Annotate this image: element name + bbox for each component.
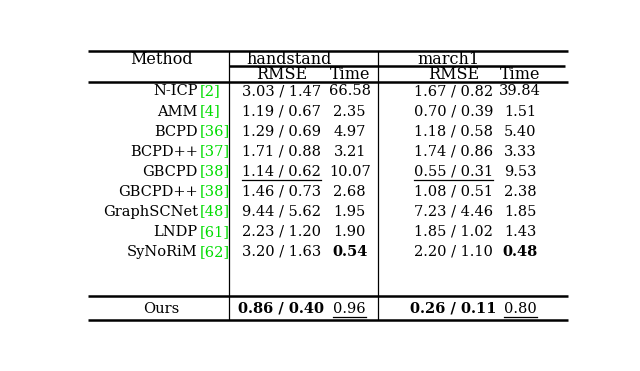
Text: AMM: AMM <box>157 105 198 118</box>
Text: Ours: Ours <box>143 302 179 316</box>
Text: 1.85: 1.85 <box>504 205 536 219</box>
Text: 2.68: 2.68 <box>333 185 366 198</box>
Text: 0.80: 0.80 <box>504 302 536 316</box>
Text: [37]: [37] <box>200 145 230 158</box>
Text: 66.58: 66.58 <box>329 85 371 98</box>
Text: 1.46 / 0.73: 1.46 / 0.73 <box>242 185 321 198</box>
Text: 1.51: 1.51 <box>504 105 536 118</box>
Text: march1: march1 <box>418 51 480 68</box>
Text: 3.33: 3.33 <box>504 145 536 158</box>
Text: 0.70 / 0.39: 0.70 / 0.39 <box>414 105 493 118</box>
Text: 9.53: 9.53 <box>504 165 536 178</box>
Text: SyNoRiM: SyNoRiM <box>127 244 198 259</box>
Text: BCPD: BCPD <box>154 125 198 138</box>
Text: 39.84: 39.84 <box>499 85 541 98</box>
Text: 9.44 / 5.62: 9.44 / 5.62 <box>242 205 321 219</box>
Text: 1.71 / 0.88: 1.71 / 0.88 <box>242 145 321 158</box>
Text: [61]: [61] <box>200 224 230 239</box>
Text: RMSE: RMSE <box>256 66 307 83</box>
Text: 1.95: 1.95 <box>333 205 366 219</box>
Text: 10.07: 10.07 <box>329 165 371 178</box>
Text: BCPD++: BCPD++ <box>130 145 198 158</box>
Text: Time: Time <box>330 66 370 83</box>
Text: [4]: [4] <box>200 105 221 118</box>
Text: 0.55 / 0.31: 0.55 / 0.31 <box>414 165 493 178</box>
Text: 5.40: 5.40 <box>504 125 536 138</box>
Text: 2.35: 2.35 <box>333 105 366 118</box>
Text: 1.90: 1.90 <box>333 224 366 239</box>
Text: 4.97: 4.97 <box>333 125 366 138</box>
Text: [38]: [38] <box>200 165 230 178</box>
Text: Time: Time <box>500 66 540 83</box>
Text: 2.38: 2.38 <box>504 185 536 198</box>
Text: LNDP: LNDP <box>154 224 198 239</box>
Text: handstand: handstand <box>246 51 332 68</box>
Text: [62]: [62] <box>200 244 230 259</box>
Text: [2]: [2] <box>200 85 221 98</box>
Text: 1.67 / 0.82: 1.67 / 0.82 <box>414 85 493 98</box>
Text: GBCPD: GBCPD <box>143 165 198 178</box>
Text: [36]: [36] <box>200 125 230 138</box>
Text: 1.43: 1.43 <box>504 224 536 239</box>
Text: 0.54: 0.54 <box>332 244 367 259</box>
Text: 0.96: 0.96 <box>333 302 366 316</box>
Text: 1.29 / 0.69: 1.29 / 0.69 <box>242 125 321 138</box>
Text: 3.03 / 1.47: 3.03 / 1.47 <box>242 85 321 98</box>
Text: GBCPD++: GBCPD++ <box>118 185 198 198</box>
Text: N-ICP: N-ICP <box>154 85 198 98</box>
Text: [48]: [48] <box>200 205 230 219</box>
Text: 7.23 / 4.46: 7.23 / 4.46 <box>414 205 493 219</box>
Text: 1.18 / 0.58: 1.18 / 0.58 <box>414 125 493 138</box>
Text: Method: Method <box>130 51 193 68</box>
Text: 2.20 / 1.10: 2.20 / 1.10 <box>414 244 493 259</box>
Text: 1.85 / 1.02: 1.85 / 1.02 <box>414 224 493 239</box>
Text: RMSE: RMSE <box>428 66 479 83</box>
Text: 1.08 / 0.51: 1.08 / 0.51 <box>414 185 493 198</box>
Text: [38]: [38] <box>200 185 230 198</box>
Text: 1.74 / 0.86: 1.74 / 0.86 <box>414 145 493 158</box>
Text: 3.21: 3.21 <box>333 145 366 158</box>
Text: 0.86 / 0.40: 0.86 / 0.40 <box>239 302 324 316</box>
Text: 0.48: 0.48 <box>502 244 538 259</box>
Text: 3.20 / 1.63: 3.20 / 1.63 <box>242 244 321 259</box>
Text: 1.14 / 0.62: 1.14 / 0.62 <box>242 165 321 178</box>
Text: GraphSCNet: GraphSCNet <box>103 205 198 219</box>
Text: 2.23 / 1.20: 2.23 / 1.20 <box>242 224 321 239</box>
Text: 1.19 / 0.67: 1.19 / 0.67 <box>242 105 321 118</box>
Text: 0.26 / 0.11: 0.26 / 0.11 <box>410 302 497 316</box>
